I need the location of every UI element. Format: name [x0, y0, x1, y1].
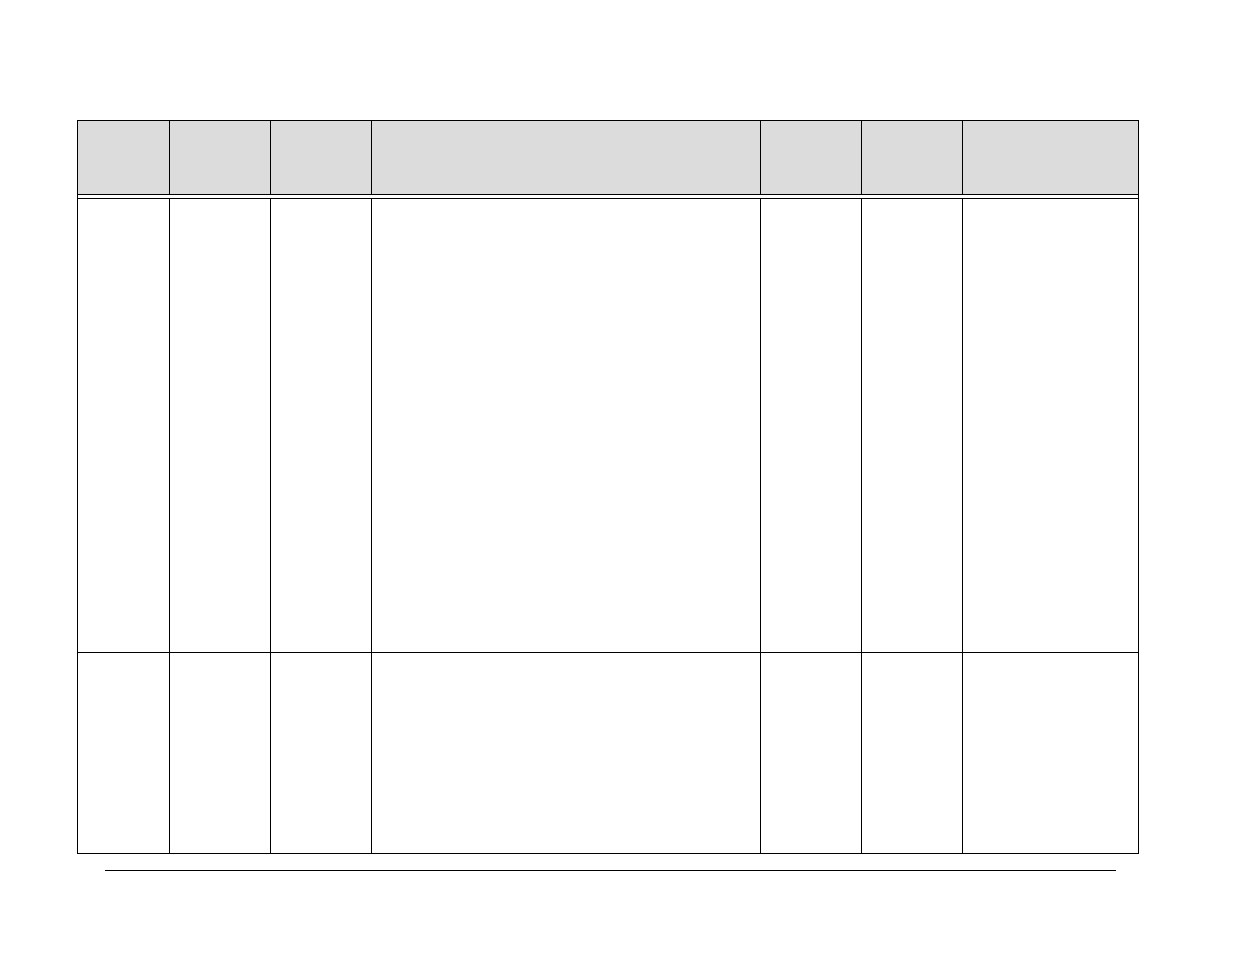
cell-r0-c6	[963, 199, 1139, 653]
header-cell-3	[372, 121, 761, 195]
cell-r1-c5	[862, 653, 963, 854]
cell-value	[963, 653, 1138, 661]
cell-r1-c3	[372, 653, 761, 854]
cell-value	[170, 199, 270, 207]
header-label-4	[761, 121, 861, 129]
table-row	[78, 653, 1139, 854]
header-cell-0	[78, 121, 170, 195]
cell-r0-c3	[372, 199, 761, 653]
cell-value	[78, 199, 169, 207]
cell-r0-c0	[78, 199, 170, 653]
cell-value	[78, 653, 169, 661]
header-cell-2	[271, 121, 372, 195]
cell-r1-c4	[761, 653, 862, 854]
cell-value	[271, 199, 371, 207]
header-label-1	[170, 121, 270, 129]
header-label-5	[862, 121, 962, 129]
cell-value	[372, 199, 760, 207]
header-cell-1	[170, 121, 271, 195]
data-table	[77, 120, 1139, 854]
cell-value	[271, 653, 371, 661]
header-label-2	[271, 121, 371, 129]
cell-value	[862, 199, 962, 207]
cell-r1-c6	[963, 653, 1139, 854]
cell-value	[170, 653, 270, 661]
cell-value	[372, 653, 760, 661]
header-label-6	[963, 121, 1138, 129]
footer-rule	[105, 870, 1116, 871]
cell-value	[862, 653, 962, 661]
page	[0, 0, 1235, 954]
header-cell-6	[963, 121, 1139, 195]
cell-r0-c5	[862, 199, 963, 653]
cell-r0-c2	[271, 199, 372, 653]
header-cell-5	[862, 121, 963, 195]
cell-value	[761, 653, 861, 661]
cell-r1-c0	[78, 653, 170, 854]
cell-r0-c1	[170, 199, 271, 653]
header-cell-4	[761, 121, 862, 195]
cell-r1-c1	[170, 653, 271, 854]
cell-value	[963, 199, 1138, 207]
cell-value	[761, 199, 861, 207]
header-label-3	[372, 121, 760, 129]
header-row	[78, 121, 1139, 195]
cell-r1-c2	[271, 653, 372, 854]
table-row	[78, 199, 1139, 653]
header-label-0	[78, 121, 169, 129]
cell-r0-c4	[761, 199, 862, 653]
